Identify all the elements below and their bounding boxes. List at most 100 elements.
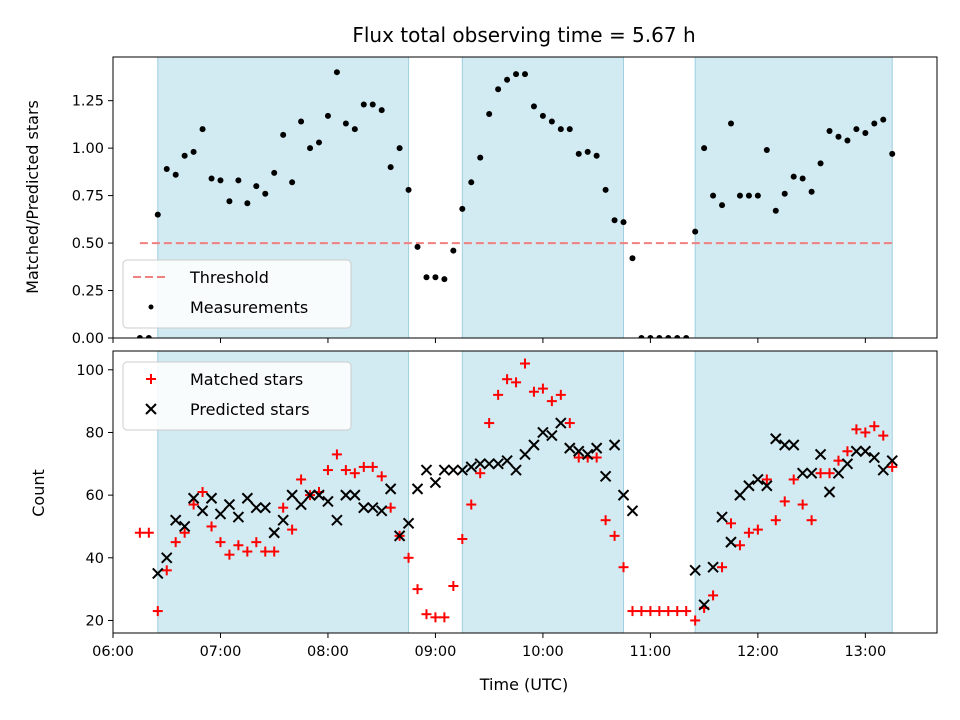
matched-star-point	[376, 471, 387, 482]
matched-star-point	[448, 581, 459, 591]
matched-star-point	[609, 530, 620, 541]
predicted-star-point	[322, 495, 334, 508]
measurement-point	[316, 139, 322, 146]
predicted-star-point	[689, 564, 701, 577]
predicted-star-point	[546, 429, 558, 442]
predicted-star-point	[223, 498, 236, 511]
matched-star-point	[511, 377, 522, 388]
measurement-point	[199, 126, 206, 133]
measurement-point	[190, 148, 197, 155]
measurement-point	[298, 118, 305, 125]
measurement-point	[235, 177, 242, 184]
legend-box	[122, 259, 352, 329]
y-tick-label: 20	[86, 613, 104, 629]
predicted-star-point	[474, 458, 486, 470]
predicted-star-point	[770, 433, 782, 445]
measurement-point	[342, 120, 349, 127]
matched-star-point	[367, 461, 378, 472]
matched-star-point	[502, 374, 513, 385]
measurement-point	[647, 335, 654, 338]
matched-star-point	[322, 465, 333, 476]
matched-star-point	[672, 606, 683, 617]
measurement-point	[781, 190, 788, 197]
matched-star-point	[287, 524, 298, 535]
predicted-star-point	[187, 492, 200, 504]
measurement-point	[826, 128, 833, 135]
predicted-star-point	[349, 489, 361, 501]
matched-star-point	[681, 606, 692, 617]
predicted-star-point	[805, 467, 818, 479]
predicted-star-point	[250, 501, 263, 514]
matched-star-point	[546, 396, 557, 407]
predicted-star-point	[823, 486, 836, 498]
measurement-point	[593, 152, 600, 159]
matched-star-point	[179, 527, 190, 538]
matched-star-point	[654, 606, 665, 617]
predicted-star-point	[752, 473, 764, 486]
measurement-point	[217, 177, 224, 184]
predicted-star-point	[375, 505, 388, 517]
matched-star-point	[143, 527, 154, 538]
matched-star-point	[206, 521, 217, 532]
predicted-star-point	[787, 439, 800, 451]
matched-star-point	[770, 515, 781, 526]
shaded-region	[462, 351, 624, 633]
predicted-star-point	[725, 536, 737, 548]
measurement-point	[477, 154, 484, 161]
x-tick-label: 08:00	[307, 644, 349, 660]
matched-star-point	[161, 565, 172, 576]
matched-star-point	[555, 389, 566, 400]
predicted-star-point	[564, 442, 576, 454]
measurement-point	[396, 145, 403, 152]
measurement-point	[602, 186, 609, 193]
x-tick-label: 09:00	[415, 644, 457, 660]
predicted-star-point	[241, 492, 254, 504]
predicted-star-point	[214, 508, 227, 520]
matched-star-point	[269, 546, 280, 557]
predicted-star-point	[169, 514, 182, 526]
predicted-star-point	[232, 511, 245, 523]
legend-predicted-swatch	[145, 403, 157, 415]
axes-frame	[112, 56, 938, 339]
y-tick-label: 60	[86, 488, 104, 504]
matched-star-point	[466, 499, 477, 510]
measurement-point	[360, 101, 367, 108]
matched-star-point	[815, 468, 826, 479]
matched-star-point	[860, 427, 871, 438]
matched-star-point	[797, 499, 808, 510]
predicted-star-point	[626, 505, 639, 517]
bottom-y-axis-label: Count	[29, 469, 48, 517]
predicted-star-point	[456, 464, 469, 476]
measurement-point	[665, 335, 672, 338]
measurement-point	[701, 145, 708, 152]
measurement-point	[880, 116, 887, 123]
matched-star-point	[412, 584, 423, 595]
measurement-point	[835, 133, 842, 140]
predicted-star-point	[161, 552, 173, 564]
measurement-point	[333, 69, 340, 76]
measurement-point	[817, 160, 824, 167]
matched-star-point	[627, 606, 638, 617]
measurement-point	[450, 247, 457, 254]
measurement-point	[441, 276, 448, 283]
measurement-point	[620, 219, 627, 226]
predicted-star-point	[465, 461, 477, 473]
x-tick-label: 10:00	[522, 644, 564, 660]
predicted-star-point	[259, 501, 271, 514]
matched-star-point	[752, 524, 763, 535]
measurement-point	[575, 150, 582, 157]
measurement-point	[369, 101, 376, 108]
predicted-star-point	[832, 467, 845, 479]
predicted-star-point	[779, 439, 791, 451]
measurement-point	[638, 335, 645, 338]
shaded-region	[695, 351, 893, 633]
predicted-star-point	[438, 464, 451, 476]
measurement-point	[530, 103, 537, 110]
top-y-axis-label: Matched/Predicted stars	[23, 100, 42, 294]
measurement-point	[405, 186, 412, 193]
matched-star-point	[806, 515, 817, 526]
predicted-star-point	[868, 451, 881, 464]
matched-star-point	[618, 562, 629, 573]
matched-star-point	[152, 606, 163, 617]
measurement-point	[710, 192, 717, 199]
